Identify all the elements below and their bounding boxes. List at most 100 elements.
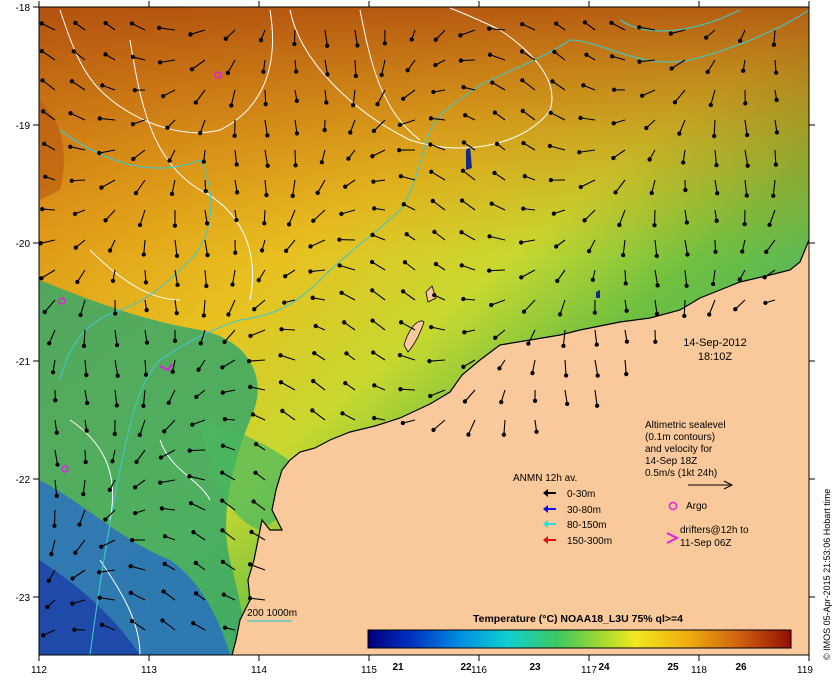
velocity-arrow: [130, 565, 146, 571]
velocity-arrow-head: [115, 373, 120, 378]
velocity-arrow: [372, 352, 386, 361]
velocity-arrow: [83, 329, 86, 346]
velocity-arrow: [139, 419, 146, 436]
velocity-arrow-head: [398, 387, 403, 392]
velocity-arrow: [264, 119, 268, 136]
map-panel: [39, 7, 809, 655]
velocity-arrow: [552, 80, 566, 91]
velocity-arrow-head: [397, 147, 402, 153]
velocity-arrow-head: [398, 174, 403, 179]
velocity-arrow-head: [172, 338, 178, 343]
velocity-arrow: [489, 235, 506, 241]
velocity-arrow-head: [54, 430, 59, 435]
velocity-arrow-head: [103, 218, 108, 223]
velocity-arrow: [310, 239, 326, 247]
velocity-arrow-head: [682, 313, 687, 318]
lon-label: 118: [691, 665, 707, 676]
argo-symbol-icon: [668, 501, 678, 511]
map-time: 18:10Z: [698, 351, 733, 363]
velocity-arrow: [204, 269, 207, 286]
velocity-arrow: [249, 597, 266, 601]
colorbar-tick: 23: [529, 662, 541, 673]
velocity-arrow-head: [225, 70, 231, 76]
velocity-arrow: [41, 269, 56, 279]
velocity-arrow: [559, 299, 566, 315]
velocity-arrow-head: [552, 49, 557, 54]
velocity-arrow: [251, 531, 266, 541]
velocity-arrow-head: [193, 560, 198, 566]
velocity-arrow-head: [165, 125, 170, 130]
velocity-arrow-head: [621, 252, 626, 258]
velocity-arrow-head: [143, 372, 149, 377]
velocity-arrow-head: [187, 448, 192, 453]
velocity-arrow-head: [220, 470, 225, 475]
velocity-arrow: [431, 326, 446, 331]
velocity-arrow-head: [312, 350, 317, 356]
altimetry-legend: Altimetric sealevel (0.1m contours) and …: [645, 420, 734, 490]
velocity-arrow: [683, 299, 686, 316]
velocity-arrow-head: [763, 300, 768, 306]
velocity-arrow: [168, 389, 176, 404]
velocity-arrow: [523, 142, 536, 151]
velocity-arrow-head: [294, 69, 299, 74]
anmn-label: 80-150m: [567, 520, 606, 531]
velocity-arrow: [74, 539, 86, 554]
velocity-arrow-head: [501, 432, 507, 437]
velocity-arrow-head: [431, 89, 436, 95]
velocity-arrow-head: [40, 206, 45, 212]
velocity-arrow-head: [461, 364, 466, 369]
velocity-arrow-head: [460, 168, 466, 173]
velocity-arrow-head: [532, 398, 538, 403]
velocity-arrow: [292, 179, 296, 196]
velocity-arrow-head: [220, 390, 225, 395]
velocity-arrow-head: [248, 384, 253, 390]
velocity-arrow: [104, 509, 116, 520]
velocity-arrow-head: [278, 380, 284, 385]
velocity-arrow: [354, 29, 358, 46]
velocity-arrow: [174, 269, 179, 285]
velocity-arrow-head: [623, 281, 628, 286]
velocity-arrow-head: [290, 193, 295, 198]
lon-label: 119: [797, 665, 813, 676]
velocity-arrow-head: [497, 366, 502, 371]
velocity-arrow: [341, 292, 356, 301]
velocity-arrow-head: [97, 595, 102, 600]
velocity-arrow: [250, 386, 266, 391]
velocity-arrow: [114, 389, 118, 406]
velocity-arrow-head: [521, 309, 527, 314]
velocity-arrow-head: [499, 399, 504, 405]
velocity-arrow-head: [234, 190, 240, 195]
velocity-arrow-head: [520, 108, 525, 114]
velocity-arrow: [435, 29, 446, 41]
velocity-arrow: [373, 119, 386, 132]
velocity-arrow-head: [737, 38, 743, 43]
velocity-arrow-head: [130, 537, 135, 543]
velocity-arrow: [136, 449, 146, 463]
velocity-arrow: [174, 299, 178, 314]
velocity-arrow-head: [684, 220, 689, 225]
velocity-arrow: [41, 22, 56, 31]
velocity-arrow: [400, 388, 416, 391]
velocity-arrow-head: [339, 290, 344, 296]
velocity-arrow: [594, 389, 598, 406]
velocity-arrow: [463, 142, 476, 151]
velocity-arrow-head: [278, 353, 283, 358]
velocity-arrow: [264, 149, 269, 166]
velocity-arrow-head: [310, 295, 315, 300]
velocity-arrow-head: [672, 100, 678, 105]
velocity-arrow: [143, 239, 146, 255]
velocity-arrow: [354, 59, 357, 76]
velocity-arrow: [744, 149, 749, 166]
velocity-arrow: [461, 231, 476, 241]
velocity-arrow-head: [462, 399, 468, 404]
velocity-arrow-head: [77, 522, 82, 527]
velocity-arrow: [654, 269, 659, 286]
lat-label: -23: [16, 593, 31, 604]
velocity-arrow: [324, 29, 328, 46]
velocity-arrow: [343, 321, 356, 331]
velocity-arrow-head: [521, 140, 526, 146]
velocity-arrow-head: [767, 222, 772, 228]
velocity-arrow-head: [226, 312, 231, 317]
velocity-arrow: [521, 50, 536, 61]
velocity-arrow: [615, 179, 626, 193]
